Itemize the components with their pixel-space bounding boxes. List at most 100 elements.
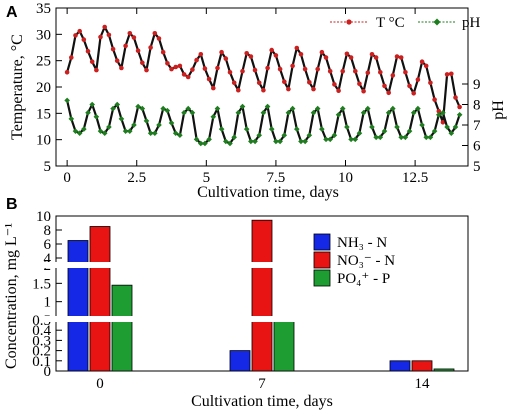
data-point-ph [327,136,334,143]
panel-b-y-tick-label: 0.1 [32,354,51,370]
data-point-temperature [110,46,116,52]
panel-b-y-tick-label: 4 [44,251,52,267]
data-point-ph [452,124,459,130]
data-point-ph [360,109,367,116]
data-point-temperature [319,49,325,55]
data-point-temperature [231,80,237,86]
data-point-temperature [152,31,158,36]
data-point-temperature [440,120,446,125]
data-point-temperature [160,49,166,55]
panel-a-y2-axis-title: pH [490,100,507,120]
panel-b-y-tick-label: 8 [44,223,52,239]
data-point-temperature [269,47,275,53]
data-point-temperature [323,55,329,60]
data-point-ph [197,140,204,147]
data-point-ph [298,138,304,145]
panel-a-x-tick-label: 0 [63,170,71,186]
data-point-temperature [181,72,187,77]
data-point-ph [64,97,70,104]
data-point-temperature [85,48,91,54]
data-point-temperature [290,63,295,69]
panel-a-y-tick-label: 35 [36,1,51,17]
data-point-temperature [365,70,371,76]
data-point-temperature [344,51,350,57]
data-point-ph [223,138,229,145]
legend-swatch-po4 [313,269,331,287]
data-point-ph [235,109,242,116]
data-point-ph [168,120,175,126]
data-point-temperature [148,45,153,50]
data-point-temperature [336,88,341,93]
data-point-temperature [194,57,199,63]
data-point-temperature [348,55,354,60]
data-point-ph [231,134,237,141]
data-point-ph [101,130,108,136]
legend-swatch-no3 [313,251,331,269]
data-point-temperature [252,67,258,73]
data-point-ph [110,105,116,112]
panel-b-y-tick-label: 1 [44,295,52,311]
data-point-temperature [261,87,266,93]
data-point-temperature [64,70,70,75]
data-point-temperature [140,60,145,66]
data-point-temperature [386,90,392,96]
data-point-ph [323,136,329,143]
panel-b-x-axis-title: Cultivation time, days [191,393,333,410]
panel-b-y-tick-label: 0.4 [32,323,51,339]
data-point-temperature [123,43,128,49]
data-point-ph [81,126,87,132]
data-point-ph [118,116,125,122]
data-point-ph [164,107,171,114]
data-point-ph [252,138,258,145]
panel-a-legend: T °C pH [330,15,481,31]
data-point-temperature [444,72,450,77]
data-point-ph [139,105,146,112]
data-point-temperature [206,76,212,82]
data-point-ph [264,103,271,110]
axis-break-band [44,262,344,268]
panel-a-label: A [6,4,18,21]
data-point-temperature [361,88,366,94]
data-point-temperature [135,48,141,53]
panel-a-y2-tick-label: 9 [473,77,481,93]
panel-a-x-tick-label: 5 [203,170,211,186]
legend-label-no3: NO₃⁻ - N [337,253,395,269]
panel-b-x-tick-label: 14 [415,376,431,392]
data-point-ph [277,138,283,145]
data-point-ph [93,114,100,120]
data-point-temperature [398,55,404,60]
data-point-temperature [294,45,300,51]
panel-a-y-tick-label: 10 [36,133,51,149]
data-point-ph [89,101,95,108]
data-point-ph [427,134,434,141]
data-point-temperature [449,71,454,77]
data-point-temperature [219,49,224,55]
data-point-temperature [340,68,346,74]
panel-b-chart: 00.10.20.30.40.511.52468100714 NH₃ - N N… [3,209,469,410]
panel-a-y2-tick-label: 6 [473,139,481,155]
data-point-ph [202,140,208,147]
data-point-ph [394,124,400,130]
data-point-ph [435,111,442,118]
data-point-temperature [144,67,149,73]
data-point-temperature [378,70,383,75]
data-point-ph [314,105,321,112]
data-point-ph [319,126,325,132]
bar-no3-day-14 [411,360,433,372]
panel-b-y-tick-label: 0.3 [32,333,51,349]
data-point-ph [172,130,179,136]
legend-marker-ph [433,18,441,26]
data-point-ph [160,105,166,112]
bar-nh3-day-7 [229,350,251,372]
data-point-temperature [298,52,304,57]
data-point-ph [239,103,246,110]
data-point-temperature [327,68,333,74]
data-point-temperature [277,66,283,72]
panel-b-y-tick-label: 6 [44,237,52,253]
data-point-ph [448,130,455,136]
data-point-ph [310,109,317,116]
data-point-temperature [156,36,162,41]
panel-b-y-axis-title: Concentration, mg L⁻¹ [3,223,20,369]
data-point-temperature [190,67,195,72]
panel-a-y-tick-label: 20 [36,80,51,96]
